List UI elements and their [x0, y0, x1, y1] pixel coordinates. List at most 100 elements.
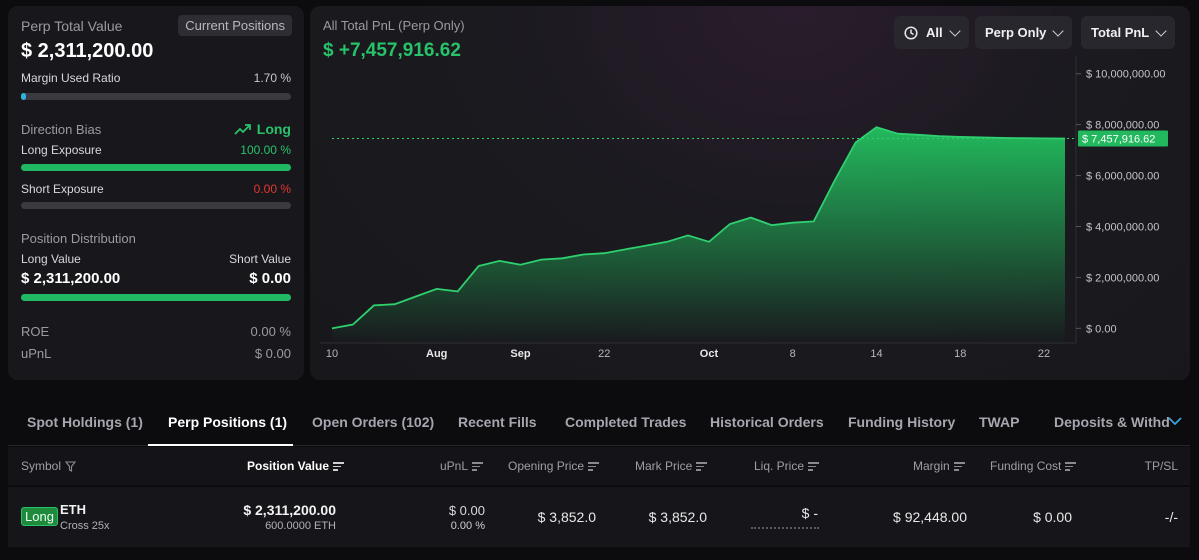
x-tick-label: 8	[790, 348, 796, 360]
pnl-value: $ +7,457,916.62	[323, 40, 461, 61]
col-funding-cost-label: Funding Cost	[990, 459, 1062, 473]
direction-bias-value: Long	[256, 121, 291, 137]
short-exposure-value: 0.00 %	[253, 182, 291, 196]
scope-select[interactable]: Perp Only	[975, 16, 1073, 49]
bottom-tabs: Spot Holdings (1) Perp Positions (1) Open …	[8, 400, 1190, 446]
x-tick-label: 22	[1038, 348, 1050, 360]
col-upnl[interactable]: uPnL	[440, 459, 484, 473]
short-exposure-label: Short Exposure	[21, 182, 104, 196]
tabs-expand-button[interactable]	[1168, 413, 1182, 431]
table-row[interactable]: Long ETH Cross 25x $ 2,311,200.00 600.00…	[8, 487, 1190, 547]
long-exposure-value: 100.00 %	[240, 143, 291, 157]
y-tick-label: $ 8,000,000.00	[1086, 120, 1159, 132]
filter-icon[interactable]	[65, 460, 77, 472]
liq-price: $ -	[801, 505, 818, 521]
current-value-tag	[1078, 130, 1168, 147]
clock-icon	[904, 25, 918, 40]
positions-table-header: Symbol Position Value uPnL Opening Price…	[8, 447, 1190, 485]
y-tick-label: $ 0.00	[1086, 323, 1117, 335]
current-positions-button[interactable]: Current Positions	[178, 15, 292, 36]
position-size: 600.0000 ETH	[265, 520, 336, 532]
sort-icon	[1065, 462, 1077, 471]
funding-cost: $ 0.00	[1033, 509, 1072, 525]
y-tick-label: $ 4,000,000.00	[1086, 222, 1159, 234]
liq-price-underline	[751, 527, 819, 529]
col-symbol-label: Symbol	[21, 459, 62, 473]
long-value-label: Long Value	[21, 252, 81, 266]
col-symbol[interactable]: Symbol	[21, 459, 77, 473]
col-margin[interactable]: Margin	[913, 459, 965, 473]
col-funding-cost[interactable]: Funding Cost	[990, 459, 1077, 473]
x-tick-label: Oct	[700, 348, 719, 360]
tab-recent-fills[interactable]: Recent Fills	[458, 414, 537, 430]
position-distribution-label: Position Distribution	[21, 231, 136, 246]
position-distribution-bar	[21, 294, 291, 301]
y-tick-label: $ 6,000,000.00	[1086, 171, 1159, 183]
tab-perp-positions[interactable]: Perp Positions (1)	[168, 414, 288, 430]
margin-used-label: Margin Used Ratio	[21, 71, 121, 85]
upnl: $ 0.00	[448, 503, 485, 518]
col-opening-price[interactable]: Opening Price	[508, 459, 600, 473]
tab-spot-holdings[interactable]: Spot Holdings (1)	[27, 414, 143, 430]
x-tick-label: 14	[870, 348, 882, 360]
metric-select[interactable]: Total PnL	[1081, 16, 1176, 49]
tab-completed-trades[interactable]: Completed Trades	[565, 414, 687, 430]
col-tpsl: TP/SL	[1144, 459, 1178, 473]
roe-value: 0.00 %	[250, 324, 291, 339]
col-position-value-label: Position Value	[247, 459, 330, 473]
y-tick-label: $ 2,000,000.00	[1086, 272, 1159, 284]
metric-value: Total PnL	[1091, 25, 1150, 40]
x-tick-label: 18	[954, 348, 966, 360]
scope-value: Perp Only	[985, 25, 1047, 40]
col-margin-label: Margin	[913, 459, 950, 473]
sort-icon	[696, 462, 708, 471]
direction-bias-label: Direction Bias	[21, 122, 102, 137]
trending-up-icon	[234, 124, 251, 135]
time-range-value: All	[926, 25, 943, 40]
pnl-area-fill	[332, 127, 1065, 344]
col-upnl-label: uPnL	[440, 459, 469, 473]
tab-funding-history[interactable]: Funding History	[848, 414, 956, 430]
symbol[interactable]: ETH	[60, 502, 86, 517]
pnl-title: All Total PnL (Perp Only)	[323, 18, 465, 33]
perp-total-value-label: Perp Total Value	[21, 18, 123, 34]
pnl-series-line	[331, 126, 1066, 330]
margin-used-value: 1.70 %	[253, 71, 291, 85]
margin: $ 92,448.00	[893, 509, 967, 525]
time-range-select[interactable]: All	[894, 16, 969, 49]
tab-historical-orders[interactable]: Historical Orders	[710, 414, 824, 430]
perp-summary-panel: Perp Total Value Current Positions $ 2,3…	[8, 6, 304, 380]
col-mark-price[interactable]: Mark Price	[635, 459, 708, 473]
pnl-area-chart: $ 10,000,000.00 $ 8,000,000.00 $ 6,000,000…	[320, 56, 1168, 360]
tab-open-orders[interactable]: Open Orders (102)	[312, 414, 435, 430]
col-opening-price-label: Opening Price	[508, 459, 585, 473]
perp-total-value: $ 2,311,200.00	[21, 40, 154, 62]
upnl-label: uPnL	[21, 346, 52, 361]
y-tick-label: $ 10,000,000.00	[1086, 69, 1166, 81]
tab-deposits-withd[interactable]: Deposits & Withd	[1054, 414, 1170, 430]
margin-used-bar-fill	[21, 93, 26, 100]
col-position-value[interactable]: Position Value	[247, 459, 345, 473]
tab-twap[interactable]: TWAP	[979, 414, 1020, 430]
leverage: Cross 25x	[60, 520, 110, 532]
sort-icon	[472, 462, 484, 471]
sort-icon	[333, 462, 345, 471]
tpsl[interactable]: -/-	[1164, 509, 1178, 525]
sort-icon	[588, 462, 600, 471]
short-value: $ 0.00	[249, 270, 291, 287]
direction-bias: Long	[234, 121, 291, 137]
x-tick-label: 22	[598, 348, 610, 360]
mark-price: $ 3,852.0	[648, 509, 707, 525]
side-badge: Long	[21, 507, 58, 526]
long-exposure-bar	[21, 164, 291, 171]
x-tick-label: Aug	[426, 348, 447, 360]
upnl-pct: 0.00 %	[450, 520, 485, 532]
col-liq-price[interactable]: Liq. Price	[754, 459, 820, 473]
upnl-value: $ 0.00	[254, 346, 291, 361]
active-tab-underline	[148, 444, 293, 446]
opening-price: $ 3,852.0	[537, 509, 596, 525]
margin-used-bar	[21, 93, 291, 100]
x-tick-label: 10	[326, 348, 338, 360]
short-exposure-bar	[21, 202, 291, 209]
position-distribution-bar-fill	[21, 294, 291, 301]
